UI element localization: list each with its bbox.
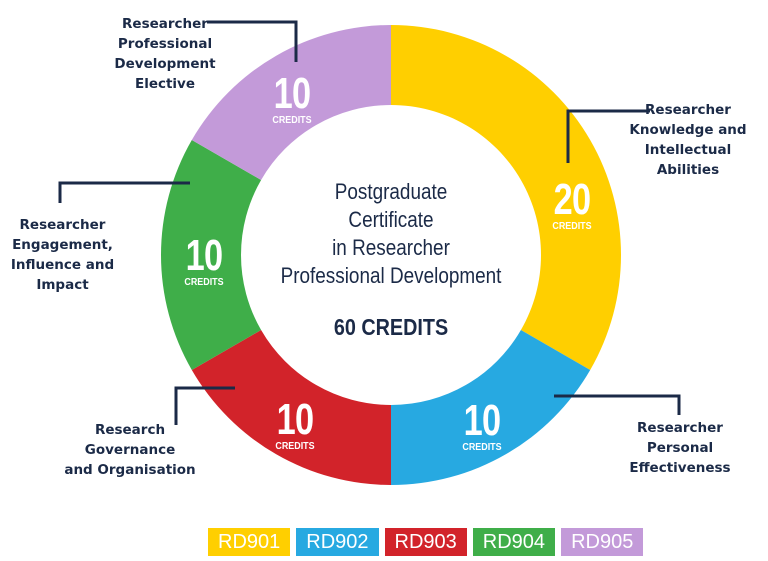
ring-segment-rd902 (391, 330, 591, 485)
label-line: Influence and (10, 257, 115, 273)
credit-unit: CREDITS (275, 440, 315, 452)
label-line: Researcher (19, 217, 106, 233)
segment-label-rd905: Researcher Professional Development Elec… (90, 14, 240, 94)
leader-line-rd903 (174, 386, 235, 425)
center-title: Postgraduate Certificate in Researcher P… (262, 178, 520, 290)
label-line: Knowledge and (629, 122, 747, 138)
label-line: Researcher (645, 102, 731, 118)
segment-value-rd903: 10 CREDITS (255, 395, 335, 453)
leader-lines (58, 20, 681, 425)
leader-line-rd905 (207, 20, 298, 62)
segment-value-rd901: 20 CREDITS (532, 175, 612, 233)
segment-value-rd905: 10 CREDITS (252, 69, 332, 127)
leader-line-rd901 (566, 109, 650, 163)
legend: RD901 RD902 RD903 RD904 RD905 (208, 528, 644, 556)
ring-segment-rd903 (191, 330, 391, 485)
label-line: Research (94, 422, 166, 438)
center-title-line: Certificate (348, 207, 434, 232)
center-title-line: Postgraduate (334, 179, 448, 204)
segment-label-rd901: Researcher Knowledge and Intellectual Ab… (608, 100, 768, 180)
label-line: Researcher (637, 420, 723, 436)
credit-unit: CREDITS (272, 114, 312, 126)
label-line: Professional (117, 36, 213, 52)
credit-number: 10 (276, 395, 314, 444)
label-line: Engagement, (12, 237, 113, 253)
label-line: Governance (84, 442, 176, 458)
segment-label-rd902: Researcher Personal Effectiveness (605, 418, 755, 478)
segment-label-rd903: Research Governance and Organisation (55, 420, 205, 480)
center-title-line: Professional Development (280, 263, 502, 288)
label-line: Impact (36, 277, 89, 293)
label-line: Effectiveness (629, 460, 731, 476)
legend-item-rd904: RD904 (472, 528, 556, 556)
label-line: Researcher (122, 16, 208, 32)
ring-segment-rd901 (391, 25, 621, 370)
center-title-line: in Researcher (332, 235, 450, 260)
legend-item-rd901: RD901 (208, 528, 291, 556)
credit-unit: CREDITS (462, 441, 502, 453)
credit-number: 10 (463, 396, 501, 445)
ring-segment-rd904 (161, 140, 262, 370)
segment-value-rd902: 10 CREDITS (442, 396, 522, 454)
total-credits: 60 CREDITS (333, 314, 449, 340)
label-line: Abilities (656, 162, 720, 178)
donut-ring (161, 25, 621, 485)
label-line: Personal (646, 440, 714, 456)
label-line: Elective (134, 76, 196, 92)
leader-line-rd902 (554, 394, 681, 415)
label-line: and Organisation (64, 462, 196, 478)
credit-unit: CREDITS (184, 276, 224, 288)
segment-label-rd904: Researcher Engagement, Influence and Imp… (0, 215, 125, 295)
credit-number: 10 (273, 69, 311, 118)
legend-item-rd903: RD903 (384, 528, 467, 556)
credit-number: 20 (553, 175, 591, 224)
leader-line-rd904 (58, 181, 190, 203)
legend-item-rd902: RD902 (296, 528, 379, 556)
legend-item-rd905: RD905 (561, 528, 644, 556)
credit-unit: CREDITS (552, 220, 592, 232)
label-line: Development (114, 56, 216, 72)
credit-number: 10 (185, 231, 223, 280)
segment-value-rd904: 10 CREDITS (164, 231, 244, 289)
ring-segment-rd905 (191, 25, 391, 180)
label-line: Intellectual (644, 142, 732, 158)
